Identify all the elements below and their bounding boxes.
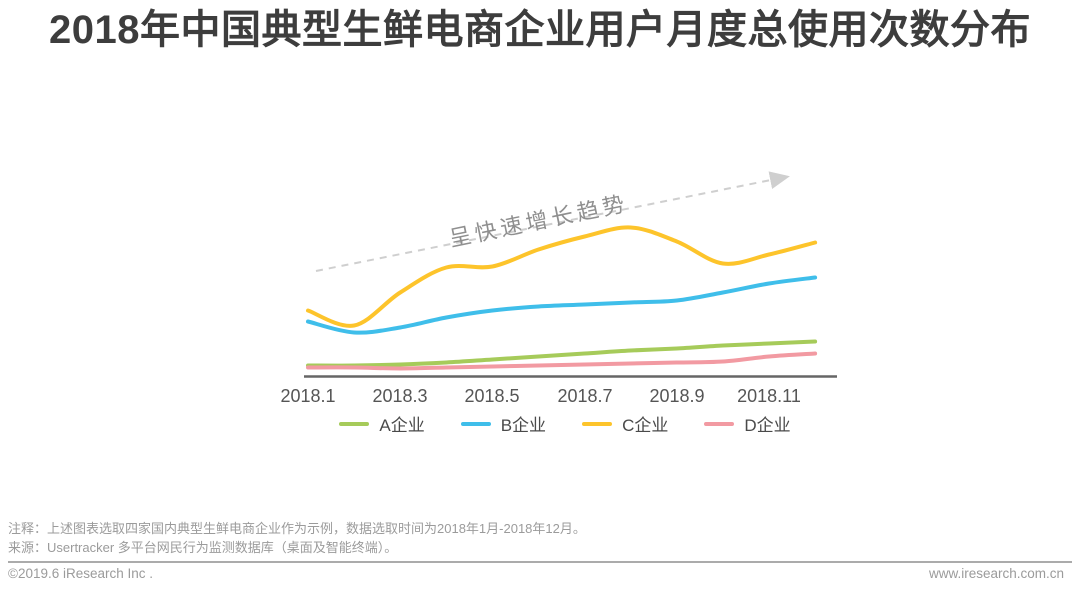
series-line-D企业 (306, 351, 818, 371)
x-tick-label: 2018.9 (649, 386, 705, 406)
legend-swatch-b (460, 421, 491, 426)
note-source: 来源：Usertracker 多平台网民行为监测数据库（桌面及智能终端）。 (8, 540, 398, 555)
legend-label-a: A企业 (379, 416, 425, 435)
chart-notes: 注释：上述图表选取四家国内典型生鲜电商企业作为示例，数据选取时间为2018年1月… (8, 519, 586, 557)
footer-website: www.iresearch.com.cn (928, 566, 1064, 581)
x-tick-label: 2018.1 (280, 386, 336, 406)
legend-label-c: C企业 (622, 416, 669, 435)
series-lines (306, 225, 818, 371)
footer-divider (8, 561, 1072, 563)
x-tick-label: 2018.11 (737, 386, 801, 406)
legend-item-b: B企业 (460, 411, 547, 436)
trend-arrow (315, 171, 790, 272)
legend-swatch-d (704, 421, 735, 426)
legend-label-b: B企业 (500, 416, 547, 435)
legend-item-a: A企业 (339, 411, 425, 436)
x-tick-label: 2018.5 (464, 386, 520, 406)
page-title: 2018年中国典型生鲜电商企业用户月度总使用次数分布 (49, 8, 1031, 52)
series-line-C企业 (306, 225, 818, 328)
series-line-A企业 (306, 339, 818, 368)
legend-item-d: D企业 (704, 411, 791, 436)
x-tick-label: 2018.7 (557, 386, 613, 406)
legend-label-d: D企业 (744, 416, 791, 435)
series-line-B企业 (306, 275, 818, 335)
chart-legend: A企业 B企业 C企业 D企业 (280, 411, 850, 436)
footer-copyright: ©2019.6 iResearch Inc . (8, 566, 154, 581)
legend-swatch-c (582, 421, 613, 426)
note-annotation: 注释：上述图表选取四家国内典型生鲜电商企业作为示例，数据选取时间为2018年1月… (8, 521, 586, 536)
legend-swatch-a (339, 421, 370, 426)
x-tick-label: 2018.3 (372, 386, 428, 406)
legend-item-c: C企业 (582, 411, 668, 436)
